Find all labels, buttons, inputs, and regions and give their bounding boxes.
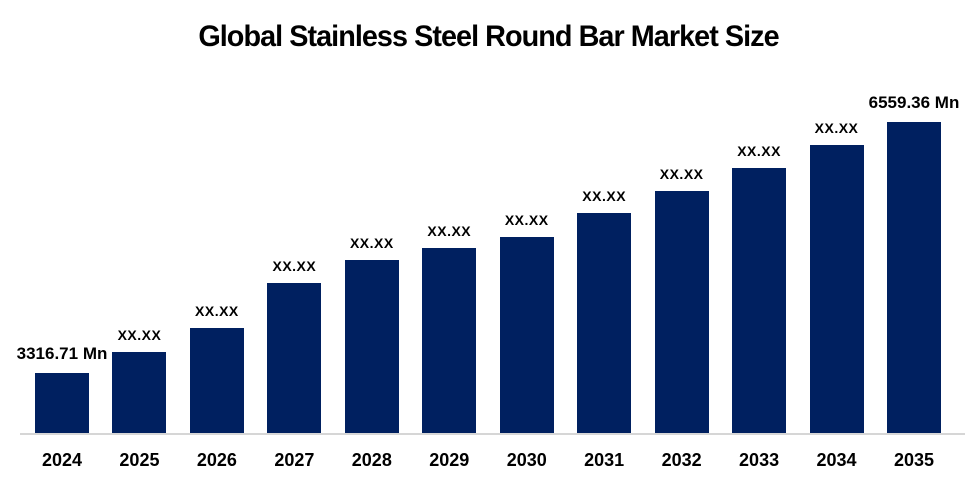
bar-value-label: XX.XX	[737, 143, 781, 159]
bar-value-label: XX.XX	[582, 188, 627, 204]
bar	[189, 328, 244, 433]
bar-value-label: XX.XX	[349, 235, 394, 251]
bar	[577, 213, 632, 433]
x-axis-tick-label: 2030	[506, 450, 547, 470]
bar-value-label: 6559.36 Mn	[868, 93, 960, 112]
x-axis-tick-label: 2034	[816, 450, 857, 470]
x-axis-tick-label: 2026	[196, 450, 237, 470]
bar-column: XX.XX	[732, 143, 787, 433]
bar	[267, 283, 322, 433]
bar-value-label: XX.XX	[659, 166, 704, 182]
bar	[499, 237, 554, 433]
bar	[422, 248, 477, 433]
bar-column: XX.XX	[267, 258, 322, 433]
bar-value-label: 3316.71 Mn	[16, 344, 108, 363]
bar-column: XX.XX	[809, 120, 864, 433]
bar	[886, 122, 941, 433]
x-axis-labels: 2024 2025 2026 2027 2028 2029 2030 2031 2032 2033…	[35, 450, 941, 474]
bar	[112, 352, 167, 433]
bar-column: XX.XX	[112, 327, 167, 433]
bar-column: XX.XX	[499, 212, 554, 433]
bar	[344, 260, 399, 433]
x-axis-tick-label: 2025	[119, 450, 160, 470]
x-axis-tick-label: 2033	[739, 450, 780, 470]
x-axis-tick-label: 2035	[893, 450, 934, 470]
bar-column: XX.XX	[577, 188, 632, 433]
bar-column: XX.XX	[422, 223, 477, 433]
x-axis-line	[20, 433, 965, 435]
bar-column: 6559.36 Mn	[869, 93, 959, 433]
x-axis-tick-label: 2024	[41, 450, 83, 470]
bar-value-label: XX.XX	[814, 120, 859, 136]
bar	[35, 373, 89, 433]
x-axis-tick-label: 2031	[584, 450, 625, 470]
bar-value-label: XX.XX	[504, 212, 549, 228]
x-axis-tick-label: 2029	[429, 450, 470, 470]
bar-value-label: XX.XX	[427, 223, 472, 239]
bar	[654, 191, 709, 433]
chart-title: Global Stainless Steel Round Bar Market …	[198, 20, 779, 53]
bar-value-label: XX.XX	[117, 327, 162, 343]
x-axis-tick-label: 2027	[274, 450, 315, 470]
x-axis-tick-label: 2032	[661, 450, 702, 470]
bar-column: XX.XX	[654, 166, 709, 433]
bar	[809, 145, 864, 433]
bar-column: XX.XX	[344, 235, 399, 433]
plot-area: 3316.71 Mn XX.XX XX.XX XX.XX XX.XX XX.XX XX.XX…	[17, 0, 959, 433]
bar	[732, 168, 787, 433]
bar-value-label: XX.XX	[272, 258, 317, 274]
x-axis-tick-label: 2028	[351, 450, 392, 470]
bar-value-label: XX.XX	[195, 303, 239, 319]
bar-column: 3316.71 Mn	[17, 344, 107, 433]
bar-column: XX.XX	[189, 303, 244, 433]
